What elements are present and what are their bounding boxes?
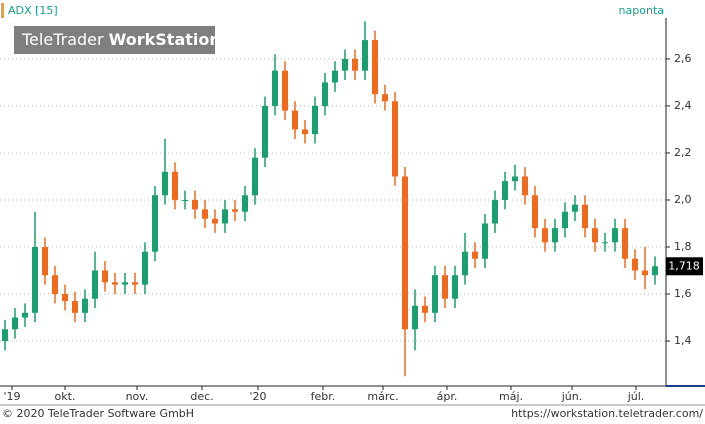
- candle-body: [352, 58, 358, 71]
- candle-body: [532, 195, 538, 229]
- watermark: TeleTrader WorkStation: [21, 30, 221, 49]
- y-tick-label: 2,0: [674, 193, 692, 206]
- candle-body: [572, 204, 578, 212]
- y-tick-label: 2,6: [674, 52, 692, 65]
- candle-body: [512, 176, 518, 182]
- y-tick-label: 1,6: [674, 287, 692, 300]
- x-tick-label: júl.: [627, 390, 645, 403]
- x-tick-label: nov.: [126, 390, 149, 403]
- candle-body: [542, 228, 548, 243]
- candle-body: [452, 275, 458, 299]
- candle-body: [582, 204, 588, 229]
- candle-body: [492, 199, 498, 224]
- y-tick-label: 2,4: [674, 99, 692, 112]
- x-tick-label: máj.: [499, 390, 523, 403]
- candle-body: [272, 70, 278, 106]
- y-tick-label: 1,8: [674, 240, 692, 253]
- candle-body: [372, 40, 378, 95]
- candle-body: [32, 246, 38, 313]
- candle-body: [632, 258, 638, 271]
- candle-body: [522, 176, 528, 196]
- x-tick-label: ápr.: [437, 390, 458, 403]
- x-tick-label: dec.: [190, 390, 213, 403]
- candle-body: [62, 294, 68, 302]
- candle-body: [82, 298, 88, 313]
- candle-body: [472, 251, 478, 259]
- interval-label: naponta: [619, 4, 664, 17]
- watermark-part: TeleTrader: [21, 30, 104, 49]
- candle-body: [612, 228, 618, 243]
- candle-body: [2, 329, 8, 342]
- candle-body: [162, 171, 168, 196]
- candle-body: [252, 157, 258, 196]
- x-tick-label: '19: [3, 390, 20, 403]
- y-tick-label: 1,4: [674, 334, 692, 347]
- y-tick-label: 2,2: [674, 146, 692, 159]
- footer-right: https://workstation.teletrader.com/: [511, 407, 703, 420]
- indicator-marker: [1, 3, 4, 18]
- candle-body: [312, 105, 318, 135]
- x-tick-label: jún.: [561, 390, 583, 403]
- candle-body: [302, 129, 308, 135]
- last-value-label: 1,718: [668, 259, 700, 272]
- candle-body: [642, 270, 648, 276]
- candle-body: [652, 266, 658, 276]
- candle-body: [362, 40, 368, 71]
- x-tick-label: okt.: [55, 390, 76, 403]
- candle-body: [262, 105, 268, 158]
- candle-body: [192, 199, 198, 210]
- candle-body: [152, 195, 158, 252]
- candle-body: [562, 211, 568, 229]
- candle-body: [172, 171, 178, 200]
- candle-body: [242, 195, 248, 212]
- candle-body: [72, 301, 78, 313]
- footer-left: © 2020 TeleTrader Software GmbH: [2, 407, 194, 420]
- candle-body: [92, 270, 98, 299]
- last-value-box: [666, 257, 703, 276]
- candle-body: [212, 218, 218, 224]
- candle-body: [222, 209, 228, 224]
- watermark-box: [14, 26, 215, 54]
- candle-body: [432, 275, 438, 313]
- candle-body: [382, 94, 388, 102]
- watermark-part: WorkStation: [109, 30, 221, 49]
- candle-body: [142, 251, 148, 285]
- candle-body: [412, 305, 418, 330]
- candle-body: [602, 242, 608, 244]
- x-tick-label: márc.: [367, 390, 398, 403]
- candle-body: [392, 101, 398, 177]
- candle-body: [552, 228, 558, 243]
- candle-body: [342, 58, 348, 71]
- candle-body: [182, 199, 188, 201]
- candle-body: [332, 70, 338, 83]
- candle-body: [22, 312, 28, 318]
- candle-body: [502, 181, 508, 200]
- candle-body: [132, 282, 138, 285]
- candle-body: [292, 110, 298, 130]
- candle-body: [422, 305, 428, 313]
- candle-body: [402, 176, 408, 330]
- candle-body: [202, 209, 208, 219]
- candle-body: [442, 275, 448, 299]
- candle-body: [12, 317, 18, 330]
- x-tick-label: febr.: [311, 390, 336, 403]
- chart-title: ADX [15]: [8, 4, 58, 17]
- candle-body: [102, 270, 108, 283]
- candle-body: [112, 282, 118, 285]
- candle-body: [52, 275, 58, 295]
- candle-body: [322, 82, 328, 106]
- candle-body: [592, 228, 598, 243]
- candle-body: [282, 70, 288, 111]
- x-tick-label: '20: [249, 390, 266, 403]
- candle-body: [622, 228, 628, 259]
- candle-body: [42, 246, 48, 276]
- candle-body: [232, 209, 238, 212]
- candle-body: [462, 251, 468, 276]
- candle-body: [122, 282, 128, 285]
- candle-body: [482, 223, 488, 259]
